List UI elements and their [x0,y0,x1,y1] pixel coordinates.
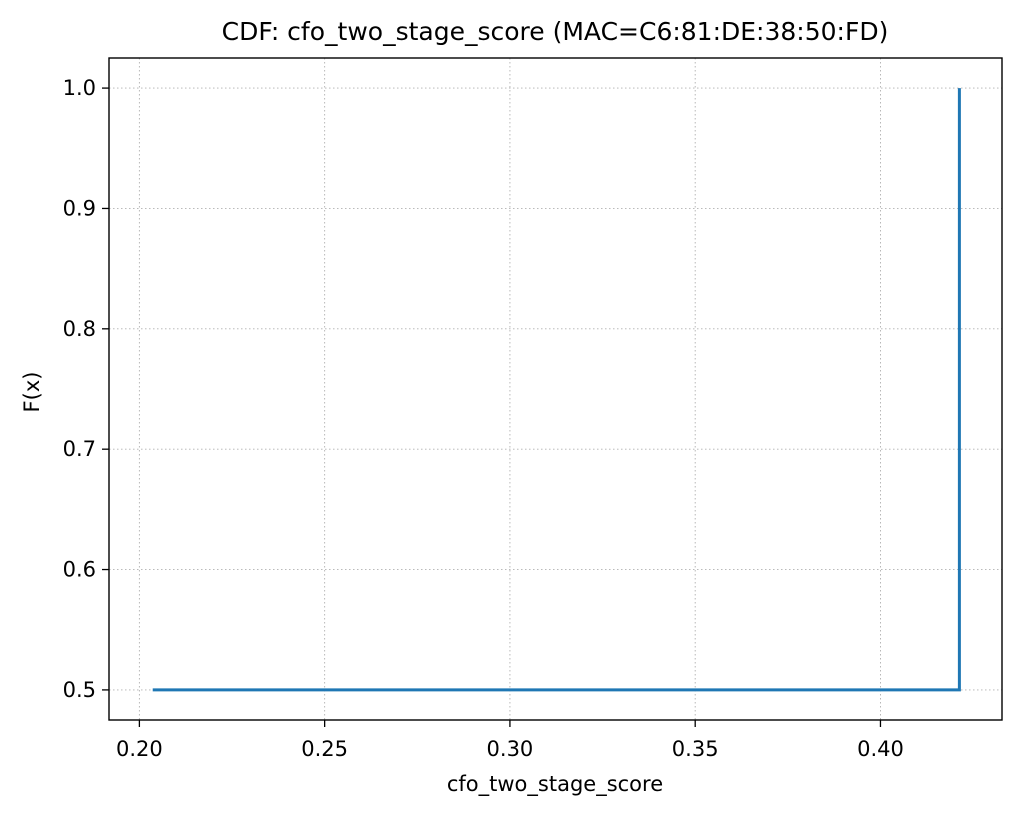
y-tick-label: 0.5 [63,678,96,702]
x-axis-label: cfo_two_stage_score [447,772,663,797]
y-tick-label: 0.9 [63,196,96,220]
x-tick-label: 0.35 [672,737,719,761]
x-tick-label: 0.40 [857,737,904,761]
cdf-series-line [152,88,961,692]
y-axis-label: F(x) [20,372,44,413]
x-axis-ticks: 0.20 0.25 0.30 0.35 0.40 [116,720,904,761]
x-tick-label: 0.20 [116,737,163,761]
y-tick-label: 1.0 [63,76,96,100]
plot-frame [108,57,1003,721]
y-tick-label: 0.6 [63,558,96,582]
y-tick-label: 0.8 [63,317,96,341]
y-tick-label: 0.7 [63,437,96,461]
x-tick-label: 0.30 [487,737,534,761]
y-axis-ticks: 0.5 0.6 0.7 0.8 0.9 1.0 [63,76,109,702]
x-tick-label: 0.25 [301,737,348,761]
chart-title: CDF: cfo_two_stage_score (MAC=C6:81:DE:3… [222,17,889,46]
series-layer [152,88,961,692]
